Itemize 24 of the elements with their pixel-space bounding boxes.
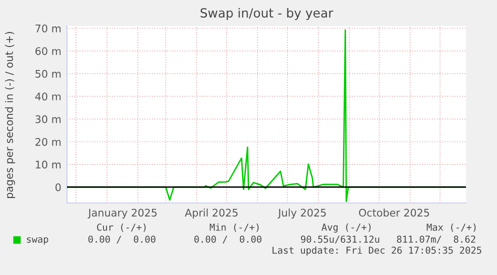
x-tick-label: July 2025 [278,208,326,219]
text: Max (-/+) [426,223,476,232]
text: Min (-/+) [210,223,259,232]
chart-title: Swap in/out - by year [200,8,334,20]
text: 0.00 / 0.00 [88,236,156,244]
text: Avg (-/+) [322,223,371,233]
text: 90.55u/631.12u [300,236,380,244]
y-tick-label: 70 m [36,24,61,32]
x-tick-label: January 2025 [88,208,157,219]
y-axis-title: pages per second in (-) / out (+) [4,32,16,198]
x-tick-label: October 2025 [359,208,430,217]
y-tick-label: 0 [56,183,61,192]
y-tick-label: 30 m [36,115,61,124]
legend-label: swap [26,237,48,245]
y-tick-label: 10 m [36,160,61,169]
y-tick-label: 50 m [36,70,61,78]
text: Cur (-/+) [97,223,146,232]
y-tick-label: 60 m [35,47,61,56]
text: 0.00 / 0.00 [194,236,262,244]
text: 811.07m/ 8.62 [397,236,476,244]
y-tick-label: 40 m [35,92,61,100]
y-tick-label: 20 m [35,138,61,146]
text: Last update: Fri Dec 26 17:05:35 2025 [272,246,482,256]
x-tick-label: April 2025 [184,208,238,219]
